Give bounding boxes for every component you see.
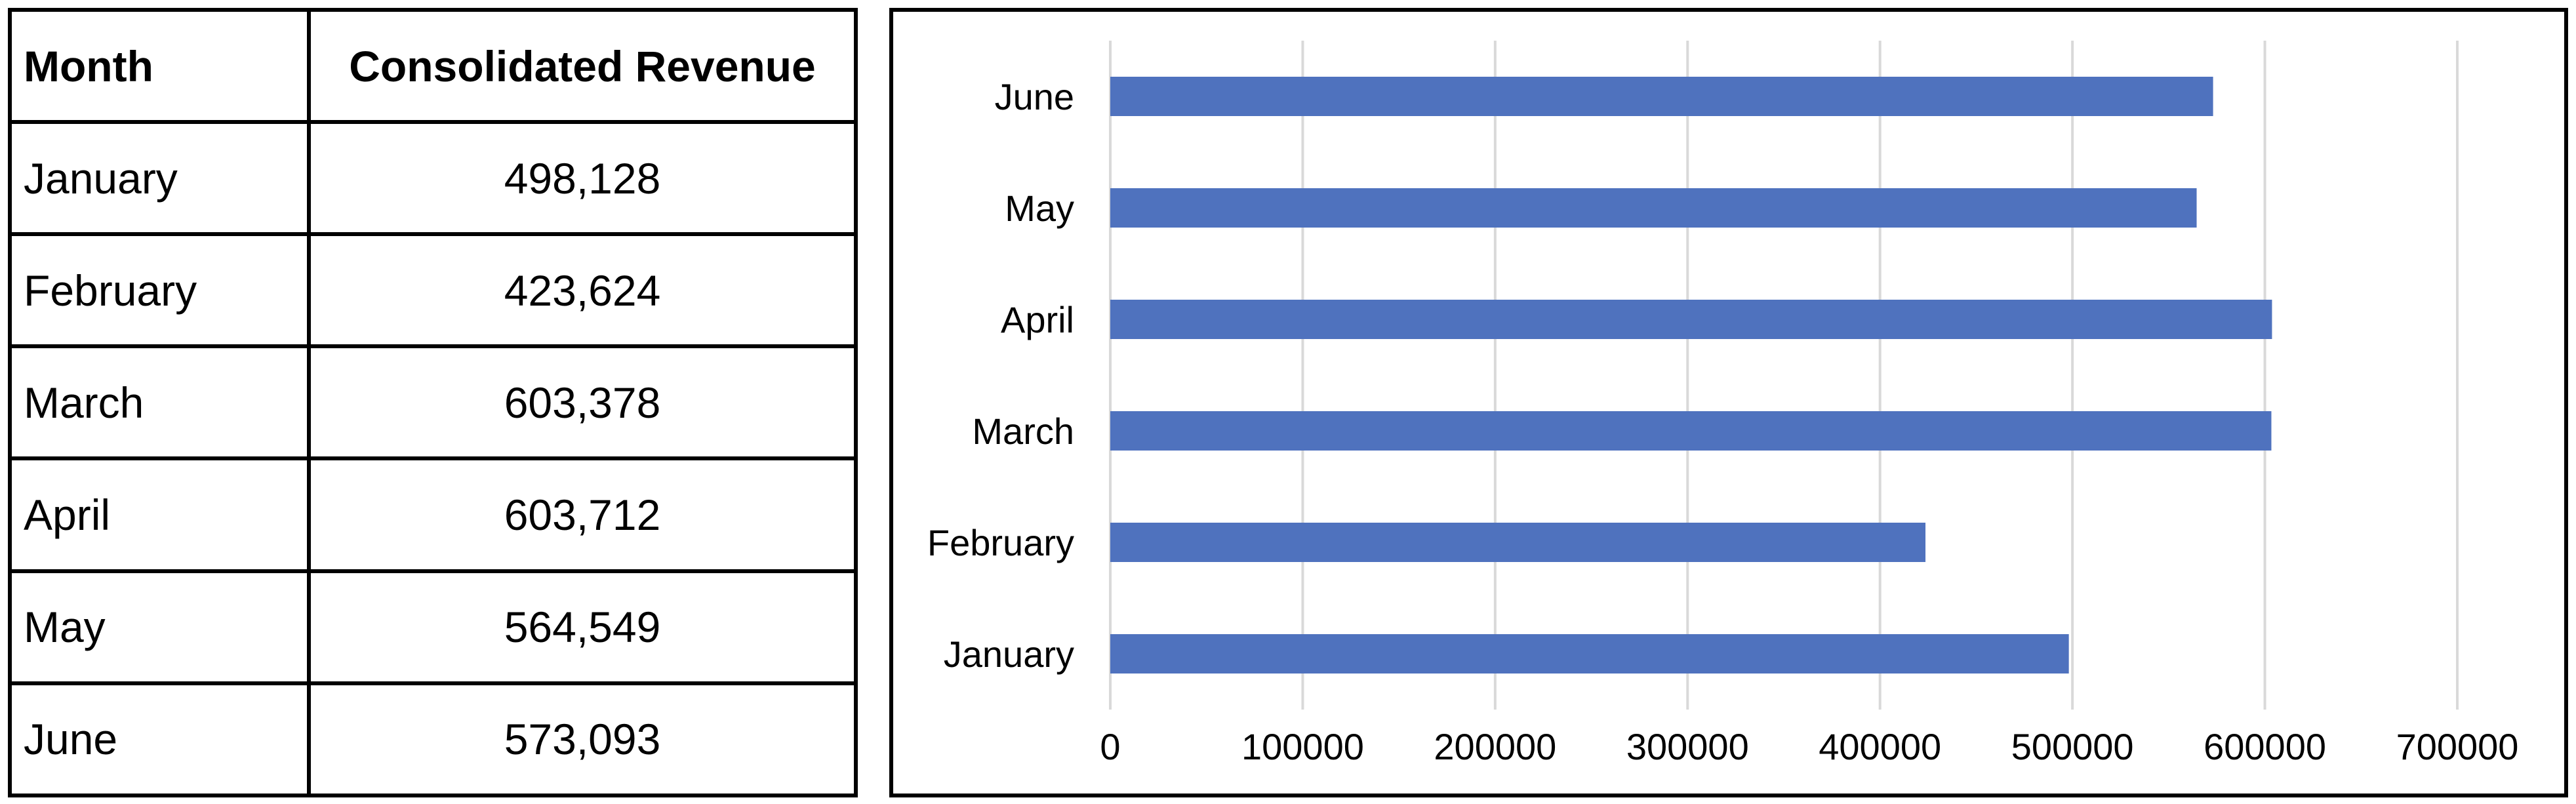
category-label-january: January bbox=[944, 633, 1074, 675]
bar-january bbox=[1110, 634, 2069, 673]
revenue-cell: 498,128 bbox=[307, 119, 858, 237]
x-tick-label: 600000 bbox=[2204, 726, 2326, 767]
bar-february bbox=[1110, 523, 1926, 562]
month-column-header: Month bbox=[8, 8, 311, 124]
month-cell: April bbox=[8, 456, 311, 573]
table-row: January 498,128 bbox=[8, 119, 858, 237]
x-tick-label: 100000 bbox=[1241, 726, 1364, 767]
bar-april bbox=[1110, 300, 2272, 339]
month-cell: May bbox=[8, 569, 311, 685]
month-cell: February bbox=[8, 232, 311, 349]
revenue-bar-chart: January February March April May June 0 100000… bbox=[927, 41, 2518, 767]
x-tick-label: 300000 bbox=[1626, 726, 1749, 767]
table-row: April 603,712 bbox=[8, 456, 858, 573]
revenue-cell: 603,712 bbox=[307, 456, 858, 573]
category-label-may: May bbox=[1005, 188, 1074, 229]
category-label-march: March bbox=[972, 411, 1074, 452]
month-cell: June bbox=[8, 681, 311, 798]
revenue-table: Month Consolidated Revenue January 498,1… bbox=[8, 8, 858, 798]
category-labels: January February March April May June bbox=[927, 76, 1074, 675]
chart-frame: January February March April May June 0 100000… bbox=[889, 8, 2568, 797]
bar-june bbox=[1110, 77, 2213, 116]
bar-march bbox=[1110, 411, 2272, 451]
table-row: May 564,549 bbox=[8, 569, 858, 685]
x-tick-label: 200000 bbox=[1434, 726, 1556, 767]
x-tick-label: 500000 bbox=[2011, 726, 2134, 767]
category-label-february: February bbox=[927, 522, 1074, 563]
category-label-june: June bbox=[995, 76, 1074, 117]
table-row: March 603,378 bbox=[8, 344, 858, 461]
x-tick-label: 700000 bbox=[2396, 726, 2519, 767]
month-cell: March bbox=[8, 344, 311, 461]
bars bbox=[1110, 77, 2272, 673]
x-tick-labels: 0 100000 200000 300000 400000 500000 600000 700… bbox=[1100, 726, 2518, 767]
revenue-cell: 573,093 bbox=[307, 681, 858, 798]
gridlines bbox=[1109, 41, 2459, 710]
revenue-column-header: Consolidated Revenue bbox=[307, 8, 858, 124]
revenue-cell: 603,378 bbox=[307, 344, 858, 461]
table-row: June 573,093 bbox=[8, 681, 858, 798]
month-cell: January bbox=[8, 119, 311, 237]
revenue-cell: 564,549 bbox=[307, 569, 858, 685]
table-header-row: Month Consolidated Revenue bbox=[8, 8, 858, 124]
x-tick-label: 400000 bbox=[1819, 726, 1941, 767]
bar-may bbox=[1110, 188, 2197, 228]
revenue-cell: 423,624 bbox=[307, 232, 858, 349]
x-tick-label: 0 bbox=[1100, 726, 1120, 767]
category-label-april: April bbox=[1001, 299, 1074, 340]
table-row: February 423,624 bbox=[8, 232, 858, 349]
